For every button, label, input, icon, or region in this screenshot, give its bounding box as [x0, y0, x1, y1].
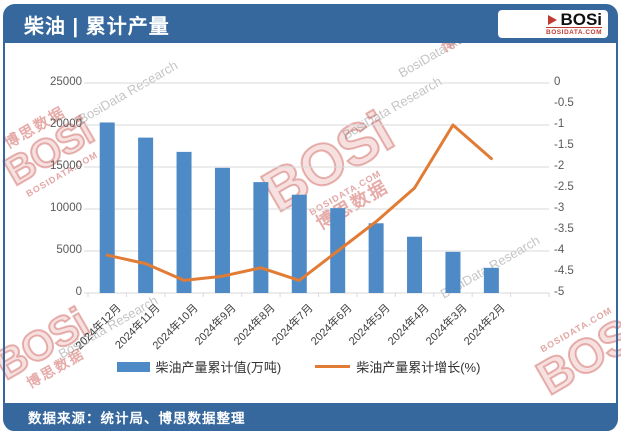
y-axis-right-label: -0.5 — [554, 97, 574, 109]
bar — [214, 167, 230, 293]
y-axis-left-label: 20000 — [50, 118, 82, 130]
data-source-text: 数据来源：统计局、博思数据整理 — [28, 411, 246, 426]
y-axis-right-label: -3 — [554, 202, 565, 214]
bar — [99, 122, 115, 293]
y-axis-right-label: -2.5 — [554, 181, 574, 193]
y-axis-left-label: 15000 — [50, 160, 82, 172]
chart-legend: 柴油产量累计值(万吨) 柴油产量累计增长(%) — [0, 357, 597, 376]
footer-bar: 数据来源：统计局、博思数据整理 — [4, 403, 617, 431]
y-axis-right-label: -5 — [554, 286, 565, 298]
logo-triangle-icon — [548, 14, 558, 25]
legend-label-line-series: 柴油产量累计增长(%) — [356, 360, 481, 375]
bar — [407, 236, 423, 293]
y-axis-right-label: -1.5 — [554, 139, 574, 151]
y-axis-left-label: 25000 — [50, 76, 82, 88]
bar — [176, 151, 192, 293]
legend-swatch-line — [315, 364, 351, 369]
legend-swatch-bar — [116, 361, 150, 372]
y-axis-left-label: 0 — [75, 286, 82, 298]
legend-label-bar-series: 柴油产量累计值(万吨) — [155, 360, 282, 375]
bar — [445, 251, 461, 293]
y-axis-left-label: 5000 — [56, 244, 82, 256]
page-title: 柴油 | 累计产量 — [24, 15, 170, 38]
y-axis-right-label: -4.5 — [554, 265, 574, 277]
legend-item-line-series: 柴油产量累计增长(%) — [315, 357, 480, 376]
header-bar: 柴油 | 累计产量 BOSi BOSIDATA.COM — [4, 5, 617, 43]
y-axis-right-label: 0 — [554, 76, 561, 88]
bar — [368, 223, 384, 293]
bar — [253, 182, 269, 293]
trend-line — [105, 123, 493, 282]
y-axis-right-label: -3.5 — [554, 223, 574, 235]
bar — [291, 194, 307, 293]
bar — [138, 137, 154, 293]
y-axis-left-label: 10000 — [50, 202, 82, 214]
bosi-logo: BOSi BOSIDATA.COM — [498, 10, 608, 38]
y-axis-right-label: -1 — [554, 118, 565, 130]
bar — [483, 267, 499, 293]
y-axis-right-label: -2 — [554, 160, 565, 172]
legend-item-bar-series: 柴油产量累计值(万吨) — [116, 357, 282, 376]
y-axis-right-label: -4 — [554, 244, 565, 256]
